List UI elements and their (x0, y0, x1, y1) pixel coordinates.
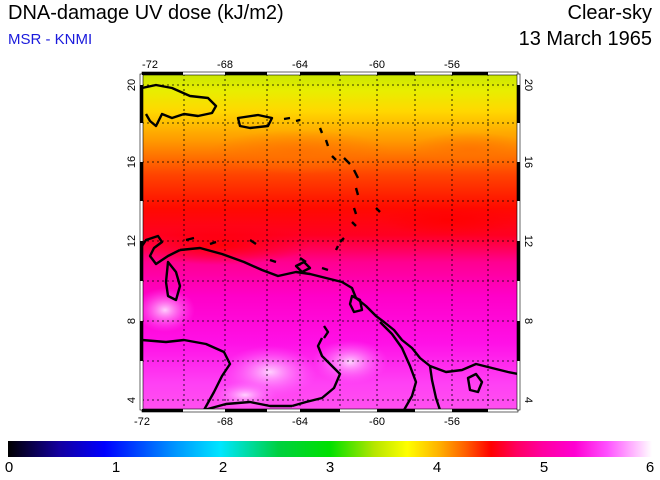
lat-tick-right-3: 12 (522, 235, 534, 247)
hispaniola-coast (142, 83, 218, 128)
lon-tick-top-2: -68 (217, 59, 233, 71)
lat-ticks-left: 20 16 12 8 4 (126, 79, 138, 403)
coastlines (142, 83, 518, 410)
colombia-border (142, 338, 232, 410)
aruba-curacao (185, 236, 329, 272)
colorbar-label-3: 3 (325, 459, 335, 476)
lesser-antilles-south (334, 207, 381, 251)
lake-maracaibo (164, 260, 182, 302)
venezuela-coast (179, 246, 518, 376)
guajira-coast (142, 234, 181, 266)
credit-label: MSR - KNMI (8, 31, 93, 48)
uv-dose-map: -72 -68 -64 -60 -56 -72 -68 -64 -60 -56 … (126, 59, 534, 428)
lat-tick-left-1: 20 (126, 79, 138, 91)
lat-tick-left-2: 16 (126, 156, 138, 168)
lat-tick-left-5: 4 (126, 397, 138, 403)
map-frame (139, 71, 521, 413)
colorbar-label-2: 2 (218, 459, 228, 476)
trinidad (348, 294, 364, 314)
colorbar-label-6: 6 (645, 459, 655, 476)
suriname-border (428, 365, 442, 410)
colorbar (8, 441, 652, 457)
reservoir (466, 372, 484, 394)
lesser-antilles-north (318, 127, 360, 215)
lon-tick-bottom-4: -60 (369, 416, 385, 428)
lon-tick-top-3: -64 (292, 59, 308, 71)
colorbar-label-5: 5 (539, 459, 549, 476)
lat-ticks-right: 20 16 12 8 4 (522, 79, 534, 403)
lat-tick-right-1: 20 (522, 79, 534, 91)
lon-tick-bottom-2: -68 (217, 416, 233, 428)
lat-tick-left-4: 8 (126, 318, 138, 324)
lon-ticks-top: -72 -68 -64 -60 -56 (142, 59, 460, 71)
guyana-border (379, 321, 418, 410)
lon-tick-bottom-1: -72 (134, 416, 150, 428)
virgin-islands (283, 116, 301, 123)
map-title: DNA-damage UV dose (kJ/m2) (8, 2, 284, 24)
lon-ticks-bottom: -72 -68 -64 -60 -56 (134, 416, 460, 428)
brazil-border (203, 400, 292, 410)
lat-tick-right-4: 8 (522, 318, 534, 324)
lat-tick-right-2: 16 (522, 156, 534, 168)
lon-tick-top-4: -60 (369, 59, 385, 71)
lat-tick-right-5: 4 (522, 397, 534, 403)
puerto-rico-coast (236, 113, 274, 130)
sky-condition-label: Clear-sky (567, 2, 652, 24)
lake-guri (323, 325, 330, 339)
date-label: 13 March 1965 (518, 28, 652, 50)
colorbar-label-0: 0 (4, 459, 14, 476)
colorbar-label-4: 4 (432, 459, 442, 476)
lon-tick-top-1: -72 (142, 59, 158, 71)
uv-field (142, 74, 518, 410)
lon-tick-bottom-3: -64 (292, 416, 308, 428)
lon-tick-bottom-5: -56 (444, 416, 460, 428)
lat-tick-left-3: 12 (126, 235, 138, 247)
colorbar-label-1: 1 (111, 459, 121, 476)
lon-tick-top-5: -56 (444, 59, 460, 71)
